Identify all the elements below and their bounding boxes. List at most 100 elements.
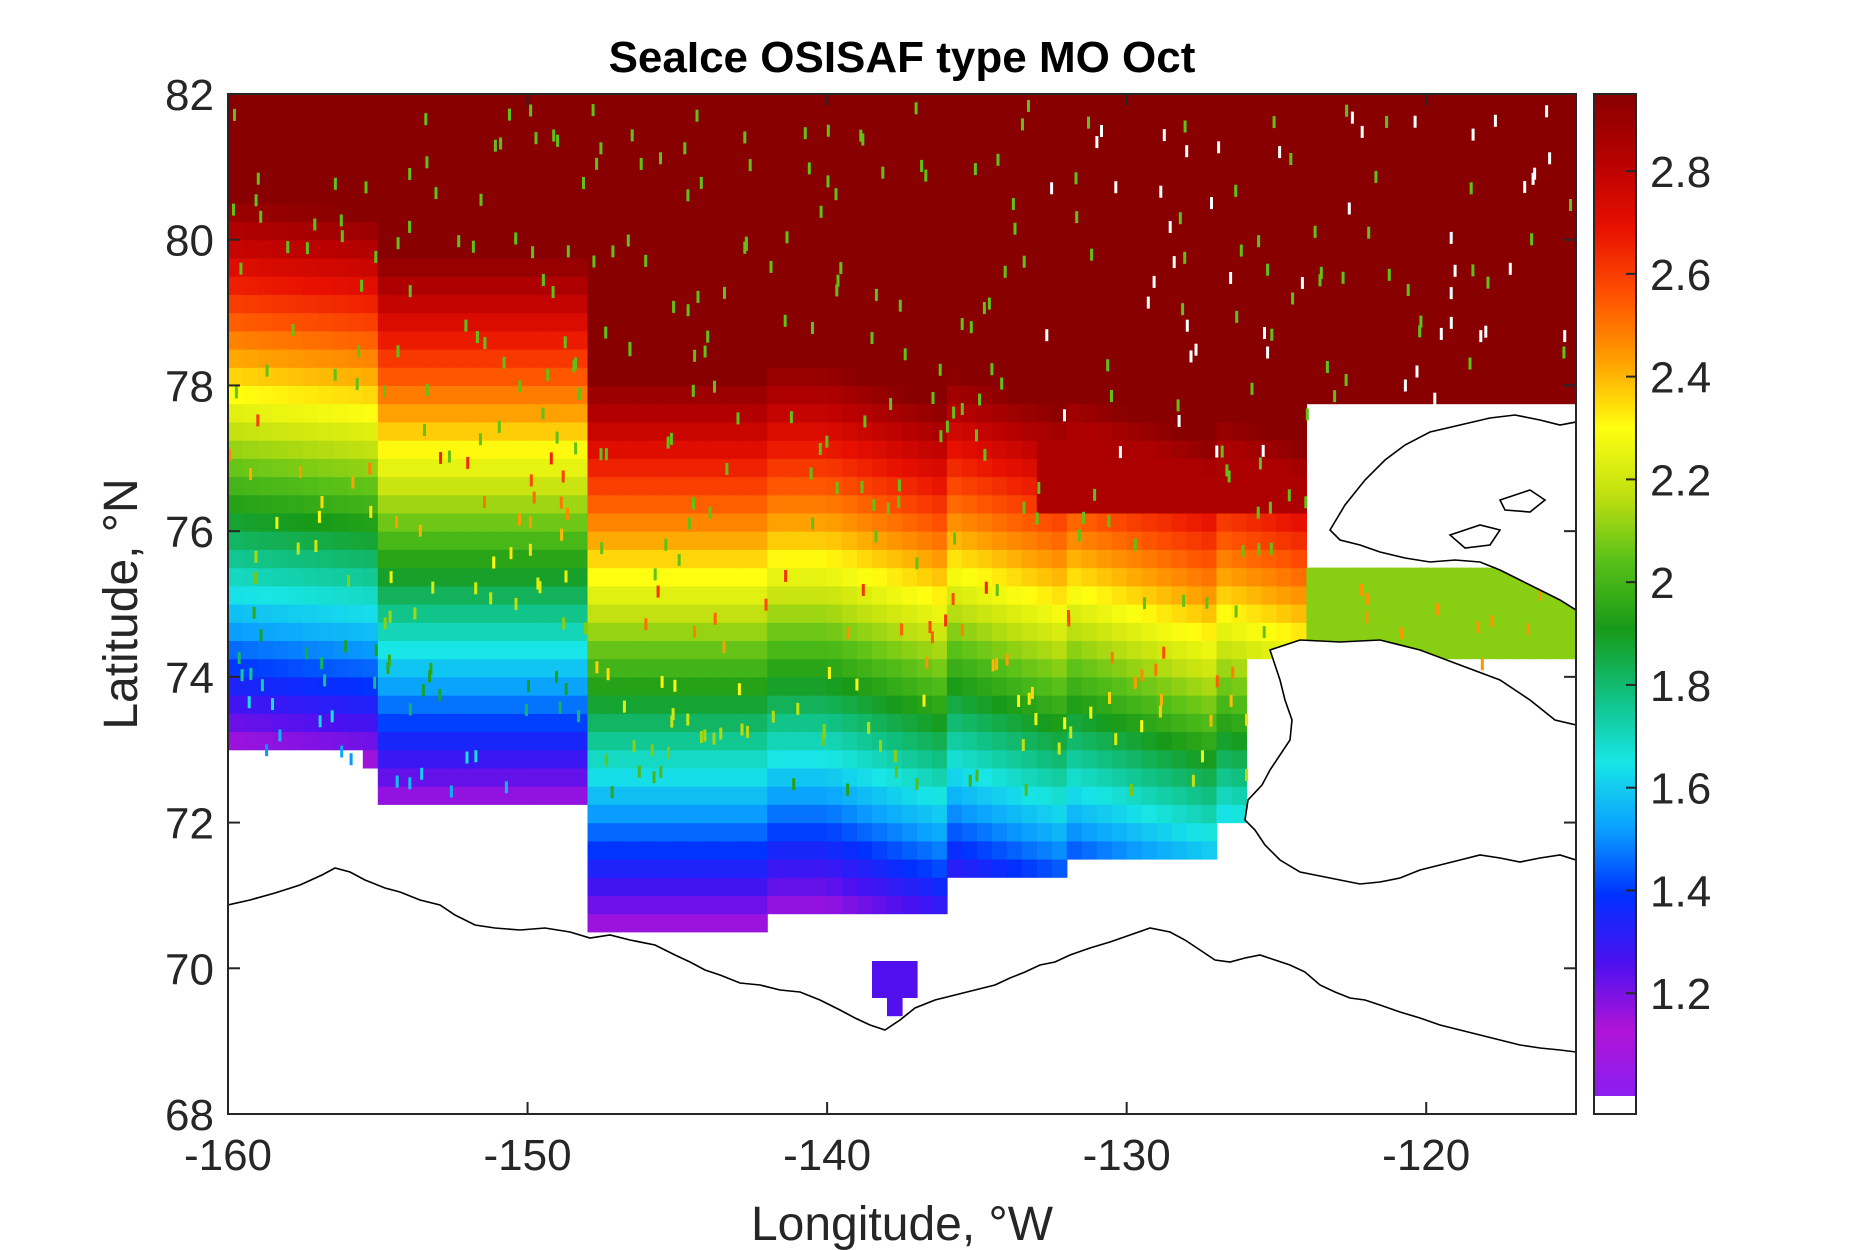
heatmap-speckle <box>1268 501 1272 514</box>
heatmap-cell <box>782 239 798 259</box>
heatmap-cell <box>482 767 499 787</box>
heatmap-cell <box>722 658 738 678</box>
heatmap-cell <box>287 312 304 332</box>
heatmap-cell <box>767 166 783 186</box>
heatmap-cell <box>1366 94 1382 113</box>
heatmap-cell <box>1336 385 1352 405</box>
coastline <box>228 414 1576 1114</box>
heatmap-cell <box>1021 403 1038 423</box>
heatmap-cell <box>602 221 618 241</box>
heatmap-cell <box>1201 294 1218 314</box>
heatmap-cell <box>347 239 364 259</box>
heatmap-cell <box>1171 713 1188 733</box>
heatmap-cell <box>512 349 529 368</box>
heatmap-cell <box>1066 330 1083 350</box>
heatmap-cell <box>1246 585 1263 605</box>
heatmap-speckle <box>425 383 429 396</box>
heatmap-cell <box>991 622 1008 641</box>
heatmap-cell <box>1126 440 1143 459</box>
heatmap-cell <box>827 166 843 186</box>
heatmap-cell <box>617 859 633 878</box>
heatmap-cell <box>722 458 738 478</box>
heatmap-cell <box>482 567 499 587</box>
heatmap-cell <box>602 786 618 805</box>
heatmap-cell <box>1036 512 1053 532</box>
heatmap-cell <box>1171 440 1188 459</box>
heatmap-cell <box>1231 185 1248 204</box>
heatmap-speckle <box>924 169 928 182</box>
heatmap-cell <box>572 786 589 805</box>
heatmap-cell <box>1006 622 1023 641</box>
heatmap-cell <box>1006 330 1023 350</box>
heatmap-cell <box>1291 549 1307 569</box>
heatmap-cell <box>1066 658 1083 678</box>
heatmap-speckle <box>672 300 676 313</box>
heatmap-cell <box>542 312 559 332</box>
heatmap-cell <box>1126 276 1143 295</box>
heatmap-cell <box>1276 622 1292 641</box>
x-tick-label: -130 <box>1083 1131 1171 1180</box>
heatmap-cell <box>1141 622 1158 641</box>
heatmap-cell <box>243 604 259 623</box>
heatmap-cell <box>1426 185 1442 204</box>
heatmap-cell <box>961 312 978 332</box>
heatmap-cell <box>1051 221 1068 241</box>
heatmap-speckle <box>1449 316 1453 329</box>
heatmap-cell <box>1111 658 1128 678</box>
heatmap-cell <box>1201 749 1218 769</box>
heatmap-speckle <box>900 623 903 636</box>
heatmap-cell <box>737 640 753 660</box>
heatmap-cell <box>482 349 499 368</box>
heatmap-cell <box>1291 585 1307 605</box>
heatmap-cell <box>692 622 708 641</box>
heatmap-cell <box>1066 148 1083 168</box>
heatmap-cell <box>647 877 663 896</box>
heatmap-speckle <box>600 542 604 555</box>
heatmap-cell <box>887 804 903 824</box>
heatmap-cell <box>557 640 574 660</box>
heatmap-cell <box>707 840 723 860</box>
heatmap-cell <box>332 494 349 514</box>
heatmap-cell <box>1396 367 1412 386</box>
heatmap-speckle <box>652 771 656 784</box>
colorbar-tick-label: 2 <box>1650 559 1674 608</box>
heatmap-cell <box>917 148 933 168</box>
heatmap-cell <box>1246 166 1263 186</box>
heatmap-cell <box>872 531 888 550</box>
heatmap-cell <box>827 658 843 678</box>
heatmap-cell <box>677 385 693 405</box>
heatmap-cell <box>392 403 409 423</box>
heatmap-cell <box>961 585 978 605</box>
heatmap-speckle <box>1300 277 1304 289</box>
heatmap-cell <box>392 549 409 569</box>
heatmap-cell <box>1516 330 1532 350</box>
heatmap-cell <box>272 257 289 277</box>
small-island-1 <box>1448 524 1502 549</box>
heatmap-cell <box>617 385 633 405</box>
heatmap-speckle <box>874 530 878 543</box>
heatmap-cell <box>677 859 693 878</box>
heatmap-cell <box>1021 166 1038 186</box>
heatmap-cell <box>362 166 379 186</box>
heatmap-cell <box>527 166 544 186</box>
heatmap-speckle <box>1210 197 1213 210</box>
heatmap-cell <box>932 476 948 496</box>
heatmap-cell <box>512 476 529 496</box>
heatmap-cell <box>422 604 439 623</box>
heatmap-cell <box>1141 822 1158 842</box>
heatmap-speckle <box>1176 399 1180 412</box>
heatmap-cell <box>812 822 828 842</box>
heatmap-cell <box>752 877 768 896</box>
heatmap-cell <box>1336 276 1352 295</box>
heatmap-speckle <box>1000 377 1004 390</box>
heatmap-cell <box>1006 640 1023 660</box>
heatmap-cell <box>1216 403 1233 423</box>
heatmap-cell <box>557 713 574 733</box>
heatmap-speckle <box>360 279 364 292</box>
heatmap-cell <box>1066 512 1083 532</box>
heatmap-cell <box>662 239 678 259</box>
heatmap-cell <box>422 148 439 168</box>
heatmap-cell <box>647 257 663 277</box>
heatmap-cell <box>1096 94 1113 113</box>
heatmap-speckle <box>1508 262 1512 275</box>
